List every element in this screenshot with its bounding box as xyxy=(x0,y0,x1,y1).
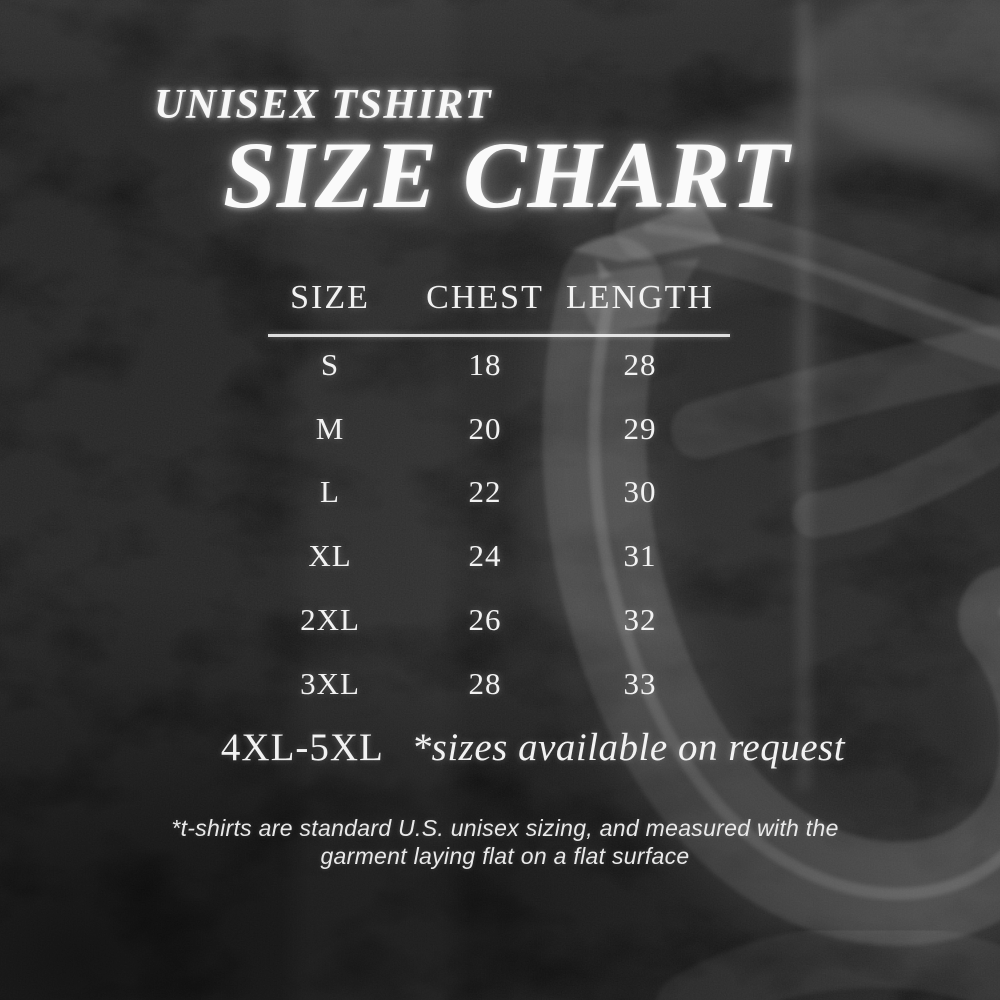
table-row: XL 24 31 xyxy=(250,524,720,588)
size-cell: 2XL xyxy=(300,602,360,638)
chest-cell: 22 xyxy=(468,474,502,510)
table-row: L 22 30 xyxy=(250,461,720,525)
length-cell: 30 xyxy=(623,474,657,510)
size-cell: L xyxy=(320,474,340,510)
chest-cell: 28 xyxy=(468,665,502,701)
footnote-line-1: *t-shirts are standard U.S. unisex sizin… xyxy=(171,815,839,841)
table-row: M 20 29 xyxy=(250,397,720,461)
size-cell: M xyxy=(315,410,345,446)
length-cell: 28 xyxy=(623,346,657,382)
extra-sizes-note: *sizes available on request xyxy=(411,726,846,769)
size-cell: S xyxy=(320,346,340,382)
chest-cell: 18 xyxy=(468,346,502,382)
subtitle-unisex-tshirt: UNISEX TSHIRT xyxy=(154,82,493,128)
length-cell: 32 xyxy=(623,602,657,638)
column-header-length: LENGTH xyxy=(566,279,714,316)
length-cell: 31 xyxy=(623,538,657,574)
footnote: *t-shirts are standard U.S. unisex sizin… xyxy=(5,814,1000,870)
size-cell: XL xyxy=(308,538,352,574)
column-header-chest: CHEST xyxy=(426,279,544,316)
table-row: 3XL 28 33 xyxy=(250,652,720,716)
chest-cell: 20 xyxy=(468,410,502,446)
chest-cell: 24 xyxy=(468,538,502,574)
extra-sizes-line: 4XL-5XL *sizes available on request xyxy=(66,726,1000,770)
length-cell: 33 xyxy=(623,665,657,701)
table-body: S 18 28 M 20 29 L 22 30 XL 24 31 2XL 26 xyxy=(250,333,720,716)
column-header-size: SIZE xyxy=(290,279,370,316)
size-table: SIZE CHEST LENGTH S 18 28 M 20 29 L 22 3… xyxy=(250,278,730,716)
size-cell: 3XL xyxy=(300,665,360,701)
extra-sizes-range: 4XL-5XL xyxy=(220,726,384,769)
table-header-row: SIZE CHEST LENGTH xyxy=(250,278,720,318)
page-title-size-chart: SIZE CHART xyxy=(223,122,790,228)
table-row: S 18 28 xyxy=(250,333,720,397)
length-cell: 29 xyxy=(623,410,657,446)
table-header-rule xyxy=(268,334,730,337)
chest-cell: 26 xyxy=(468,602,502,638)
footnote-line-2: garment laying flat on a flat surface xyxy=(320,843,690,869)
table-row: 2XL 26 32 xyxy=(250,588,720,652)
